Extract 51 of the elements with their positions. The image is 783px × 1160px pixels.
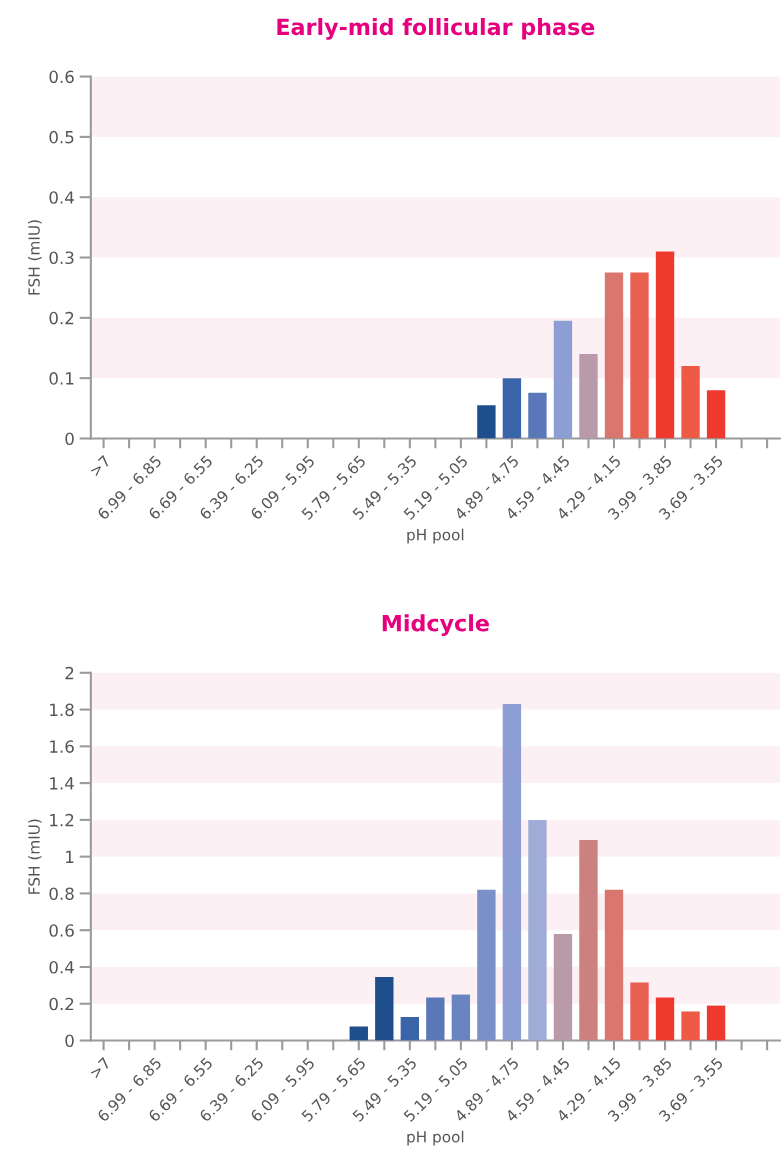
- bar: [604, 272, 624, 439]
- bar: [451, 994, 471, 1041]
- bar: [553, 933, 573, 1041]
- bar: [579, 354, 598, 439]
- y-tick-label: 1.2: [50, 813, 74, 827]
- bar: [706, 1005, 726, 1041]
- bar: [375, 977, 394, 1041]
- y-tick-label: 0.5: [49, 130, 74, 144]
- y-tick-label: 1.6: [50, 740, 74, 753]
- y-tick-label: 0.2: [49, 311, 74, 325]
- bar: [681, 1011, 700, 1041]
- bar: [706, 390, 726, 439]
- bar: [426, 997, 445, 1041]
- x-tick-label: >7: [89, 455, 111, 477]
- y-tick-label: 0.4: [49, 960, 74, 974]
- bar: [349, 1026, 368, 1041]
- y-tick-label: 1.4: [50, 777, 74, 790]
- bar: [630, 982, 649, 1041]
- y-tick-label: 0.4: [49, 191, 74, 204]
- y-tick-label: 0.6: [49, 70, 74, 84]
- y-tick-label: 2: [65, 666, 74, 680]
- bar: [528, 392, 547, 439]
- y-tick-label: 0.3: [49, 251, 74, 265]
- chart-title: Midcycle: [382, 614, 489, 636]
- bar: [553, 320, 573, 439]
- bar: [579, 840, 598, 1041]
- bar: [604, 889, 624, 1041]
- y-tick-label: 0.1: [49, 372, 74, 385]
- y-tick-label: 0.2: [49, 997, 74, 1011]
- bar: [655, 997, 675, 1041]
- y-tick-label: 0.8: [49, 887, 74, 900]
- bar: [655, 251, 675, 439]
- bar: [528, 819, 547, 1041]
- y-tick-label: 1: [66, 850, 74, 863]
- x-tick-label: >7: [89, 1057, 111, 1079]
- y-axis-title: FSH (mIU): [28, 220, 42, 295]
- bar: [502, 704, 522, 1041]
- bar: [630, 272, 649, 439]
- bar: [502, 378, 522, 439]
- y-tick-label: 0: [65, 432, 74, 446]
- y-tick-label: 0.6: [49, 924, 74, 937]
- bar: [681, 366, 700, 439]
- bar: [477, 889, 496, 1041]
- y-tick-label: 0: [65, 1034, 74, 1048]
- chart-title: Early-mid follicular phase: [277, 18, 595, 40]
- bar: [400, 1016, 420, 1041]
- x-axis-title: pH pool: [407, 528, 464, 544]
- bar: [477, 405, 496, 439]
- y-axis-title: FSH (mIU): [28, 819, 42, 894]
- x-axis-title: pH pool: [407, 1130, 464, 1146]
- y-tick-label: 1.8: [50, 703, 74, 717]
